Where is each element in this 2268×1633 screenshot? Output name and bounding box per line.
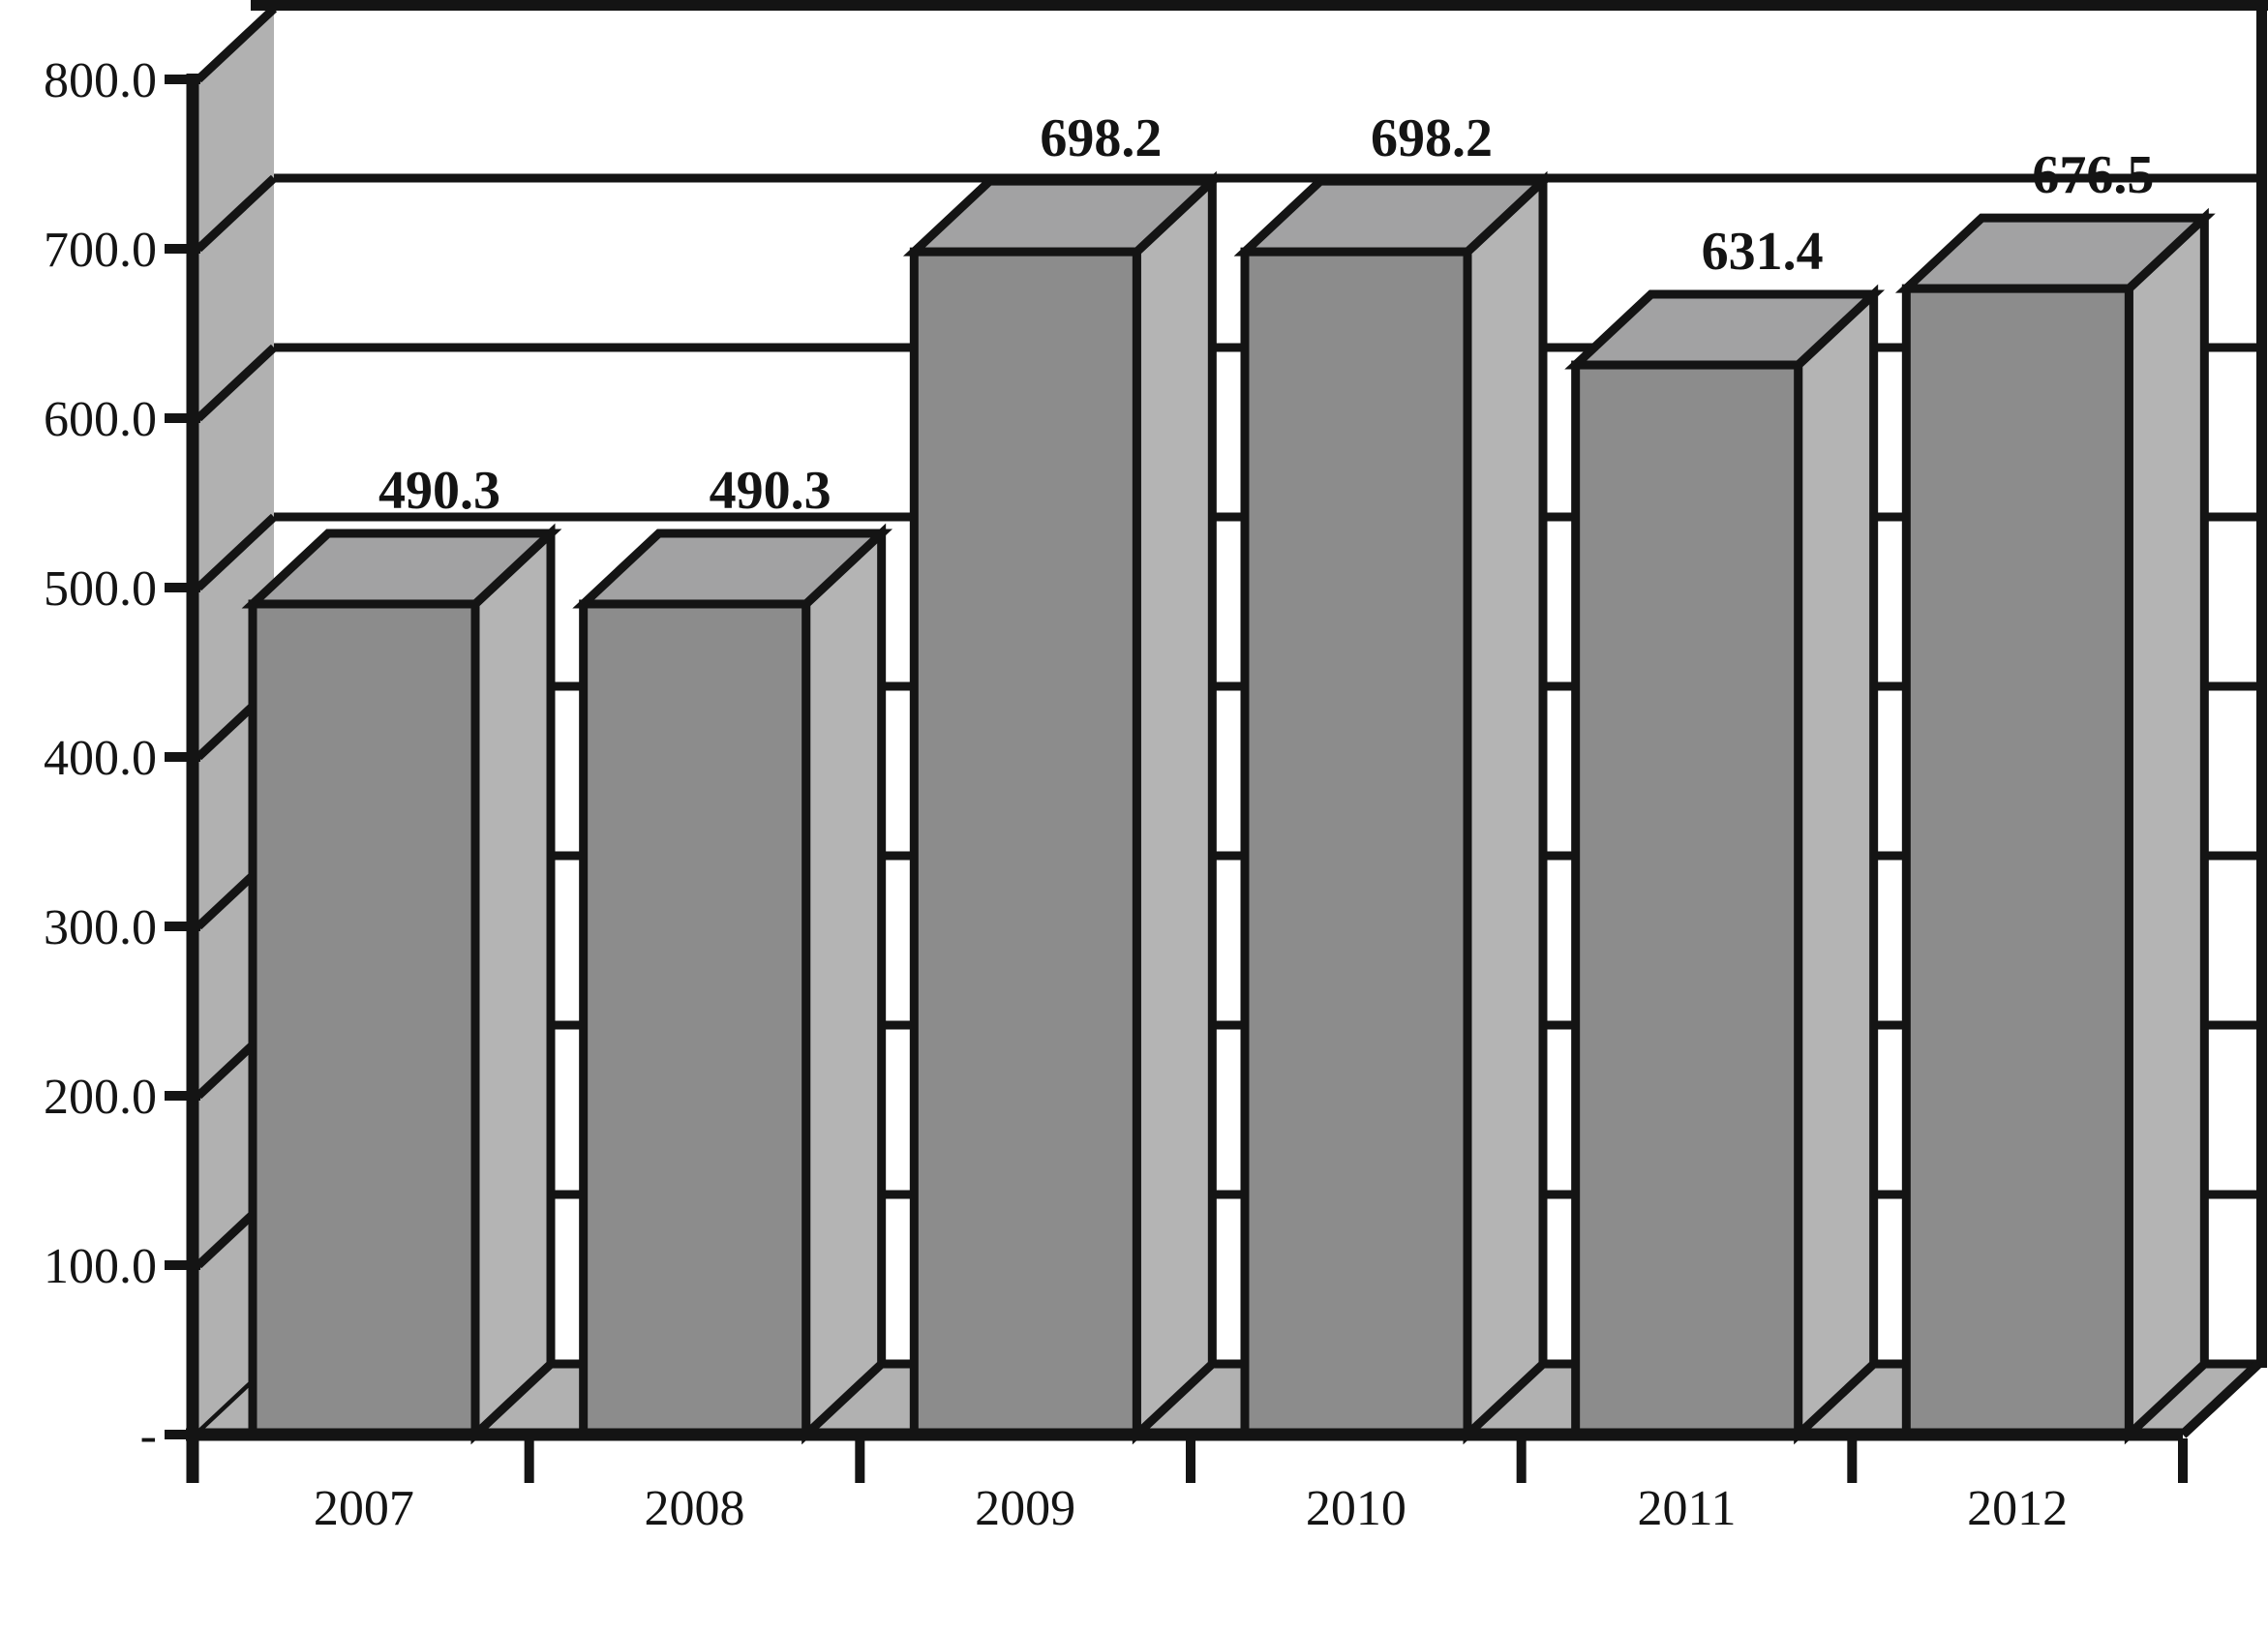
bar-side-face (470, 523, 556, 1445)
bar-value-label: 631.4 (1702, 222, 1824, 282)
bar-value-label: 490.3 (378, 461, 500, 521)
floor-right-edge (2179, 1360, 2262, 1438)
x-axis-label: 2011 (1637, 1481, 1736, 1536)
y-axis-label: 700.0 (44, 223, 157, 278)
bar (1571, 360, 1803, 1439)
x-axis-label: 2009 (975, 1481, 1075, 1536)
bar-value-label: 698.2 (1040, 108, 1162, 168)
bar-side-face (1463, 170, 1548, 1445)
y-axis-label: 300.0 (44, 900, 157, 955)
wall-edge-line (195, 344, 278, 422)
chart-border-right (2256, 4, 2267, 1368)
x-axis-label: 2007 (314, 1481, 414, 1536)
x-axis-label: 2008 (645, 1481, 745, 1536)
x-axis-label: 2010 (1306, 1481, 1406, 1536)
bar-side-face (1794, 284, 1879, 1445)
y-axis-label: - (140, 1408, 157, 1464)
bar-side-face (801, 523, 887, 1445)
bar-side-face (2124, 207, 2209, 1445)
bar (909, 247, 1141, 1439)
bar-value-label: 676.5 (2032, 145, 2154, 205)
bar-side-face (1132, 170, 1217, 1445)
wall-edge-line (195, 5, 278, 83)
bar-value-label: 490.3 (710, 461, 832, 521)
bar-value-label: 698.2 (1371, 108, 1493, 168)
y-axis-label: 800.0 (44, 53, 157, 108)
bar (1901, 284, 2133, 1439)
bar (1240, 247, 1472, 1439)
wall-edge-line (195, 513, 278, 591)
y-axis-label: 200.0 (44, 1070, 157, 1125)
bar (579, 599, 811, 1439)
wall-edge-line (195, 174, 278, 253)
y-axis-label: 400.0 (44, 731, 157, 786)
y-axis-label: 500.0 (44, 561, 157, 617)
y-axis-label: 100.0 (44, 1239, 157, 1294)
source-note: Fuente: Informes electrónicos anuales PR… (6, 1588, 1360, 1633)
y-axis-label: 600.0 (44, 392, 157, 447)
bar (248, 599, 480, 1439)
chart-border-top (251, 0, 2268, 11)
x-axis-label: 2012 (1967, 1481, 2068, 1536)
